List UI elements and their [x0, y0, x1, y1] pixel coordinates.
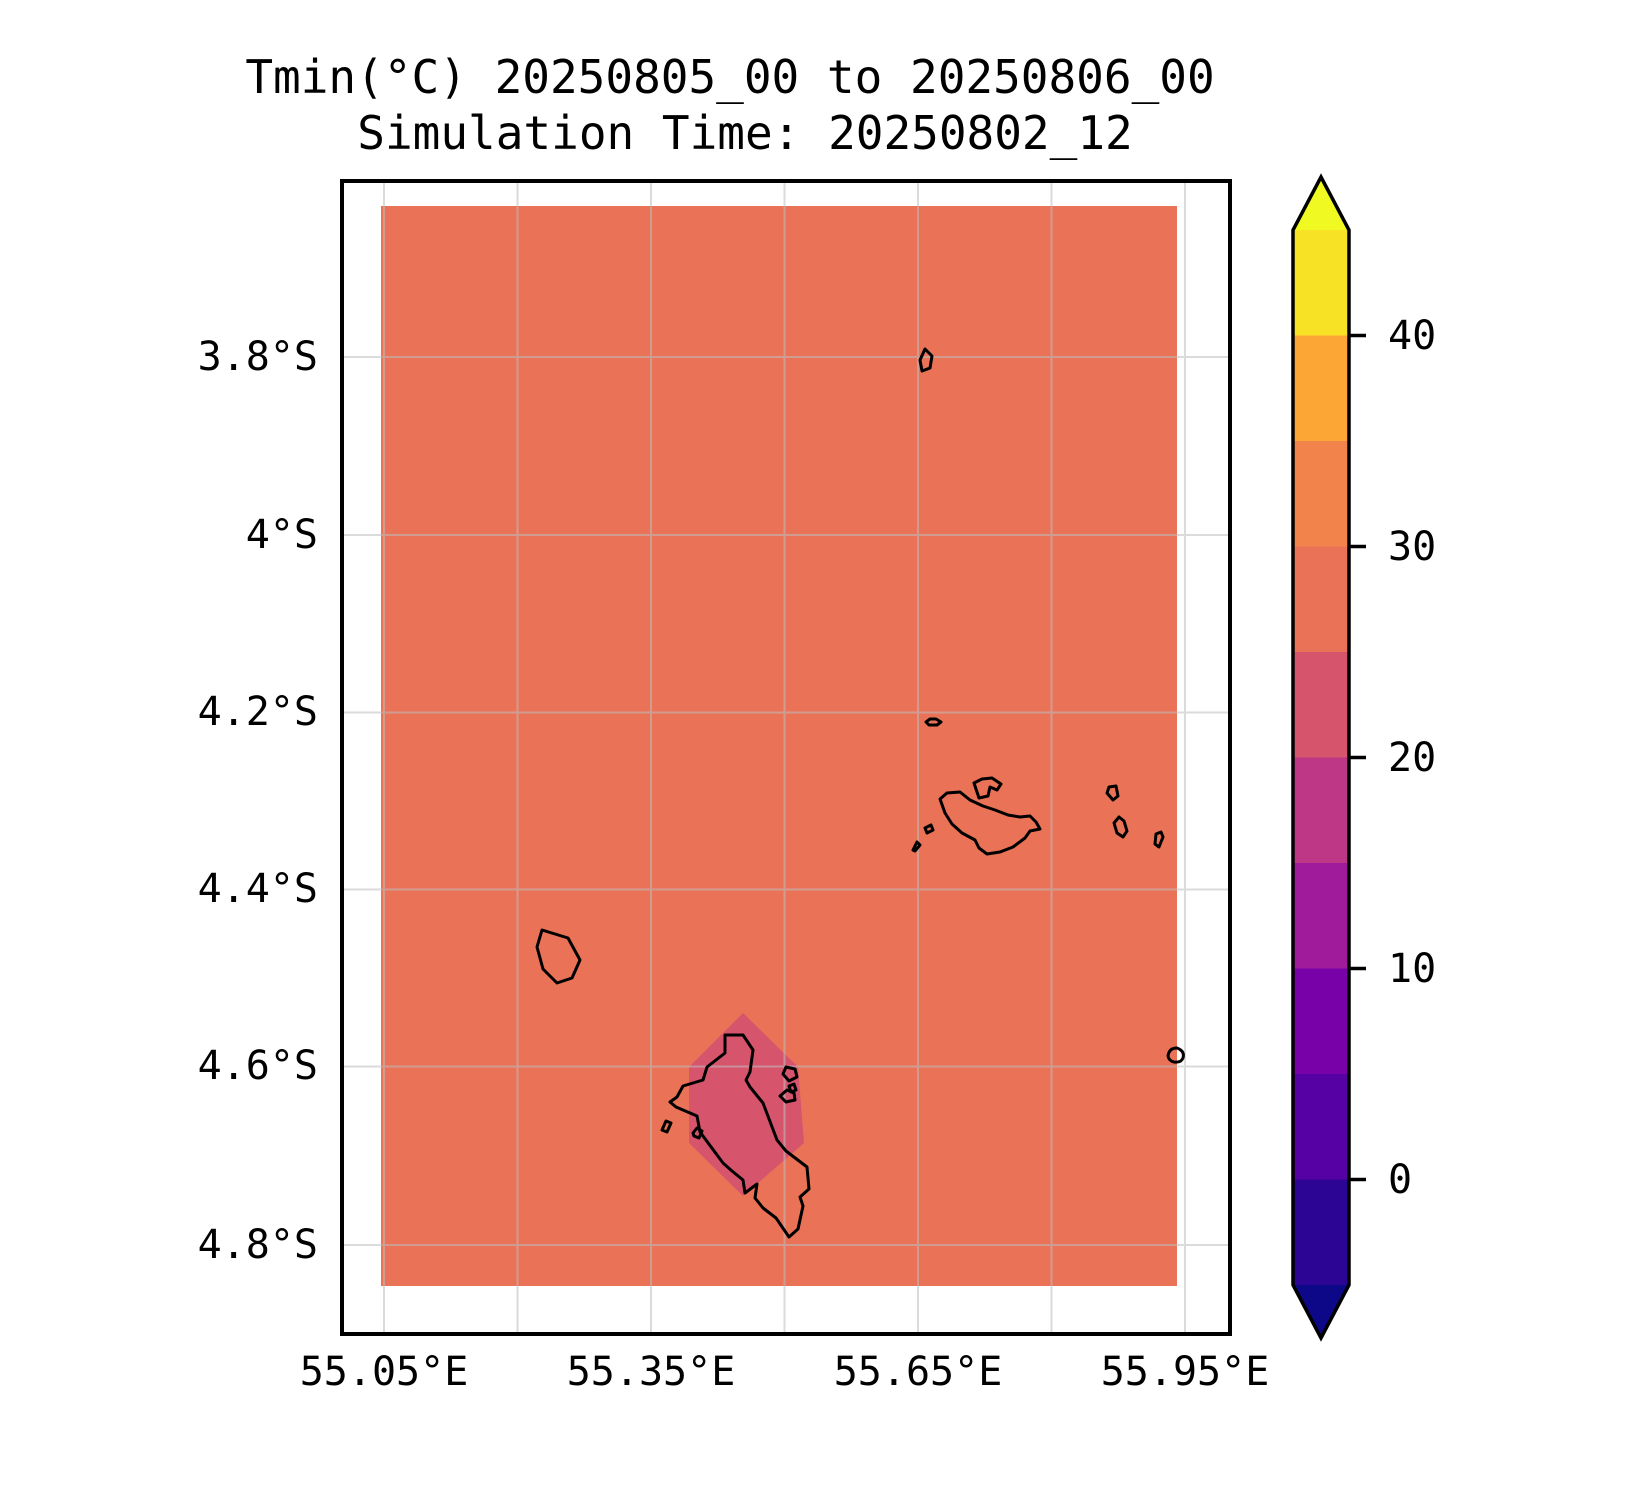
colorbar-ticks	[1349, 333, 1366, 1182]
xtick-55.05E: 55.05°E	[299, 1349, 469, 1395]
islet-southwest-of-praslin	[911, 840, 922, 853]
cbtick-20: 20	[1388, 735, 1437, 781]
colorbar-segment-10-15	[1293, 863, 1349, 969]
island-silhouette	[535, 928, 582, 985]
figure-subtitle: Simulation Time: 20250802_12	[357, 106, 1133, 160]
colorbar-under-arrow	[1293, 1285, 1349, 1338]
colorbar-segment-30-35	[1293, 441, 1349, 547]
ytick-4.8S: 4.8°S	[197, 1222, 318, 1268]
cbtick-0: 0	[1388, 1157, 1413, 1203]
islet-ste-anne	[781, 1065, 799, 1083]
islet-far-east	[1153, 830, 1165, 849]
cbtick-10: 10	[1388, 946, 1437, 992]
cbtick-30: 30	[1388, 524, 1437, 570]
ytick-4.6S: 4.6°S	[197, 1043, 318, 1089]
islet-west-of-mahe	[660, 1119, 673, 1134]
island-mahe	[668, 1033, 811, 1239]
xtick-55.65E: 55.65°E	[833, 1349, 1003, 1395]
gridlines	[344, 183, 1228, 1332]
axes-frame	[340, 179, 1232, 1336]
colorbar-segment-20-25	[1293, 652, 1349, 758]
islet-west-of-praslin	[923, 823, 935, 835]
coastlines	[535, 347, 1185, 1239]
colorbar-segment-neg5-0	[1293, 1179, 1349, 1285]
colorbar-over-arrow	[1293, 177, 1349, 230]
colorbar-segment-40-45	[1293, 230, 1349, 336]
xtick-55.95E: 55.95°E	[1100, 1349, 1270, 1395]
islet-cerf	[778, 1088, 797, 1104]
colorbar-segment-0-5	[1293, 1074, 1349, 1180]
islet-east-edge	[1166, 1046, 1185, 1064]
island-curieuse	[972, 776, 1003, 800]
island-felicite	[1105, 784, 1120, 802]
ytick-4.2S: 4.2°S	[197, 689, 318, 735]
colorbar	[1291, 173, 1366, 1342]
islet-west-of-mahe-2	[691, 1126, 704, 1140]
colorbar-segment-5-10	[1293, 968, 1349, 1074]
colorbar-segment-35-40	[1293, 335, 1349, 441]
ytick-4S: 4°S	[245, 512, 318, 558]
island-aride	[924, 717, 943, 727]
colorbar-segment-25-30	[1293, 546, 1349, 652]
island-praslin	[938, 790, 1042, 856]
colorbar-outline	[1291, 173, 1351, 1342]
ytick-4.4S: 4.4°S	[197, 866, 318, 912]
cbtick-40: 40	[1388, 313, 1437, 359]
island-marianne	[1112, 815, 1129, 839]
colorbar-segment-15-20	[1293, 757, 1349, 863]
xtick-55.35E: 55.35°E	[566, 1349, 736, 1395]
figure-title: Tmin(°C) 20250805_00 to 20250806_00	[245, 50, 1215, 104]
island-north-islet	[918, 347, 934, 373]
ytick-3.8S: 3.8°S	[197, 334, 318, 380]
